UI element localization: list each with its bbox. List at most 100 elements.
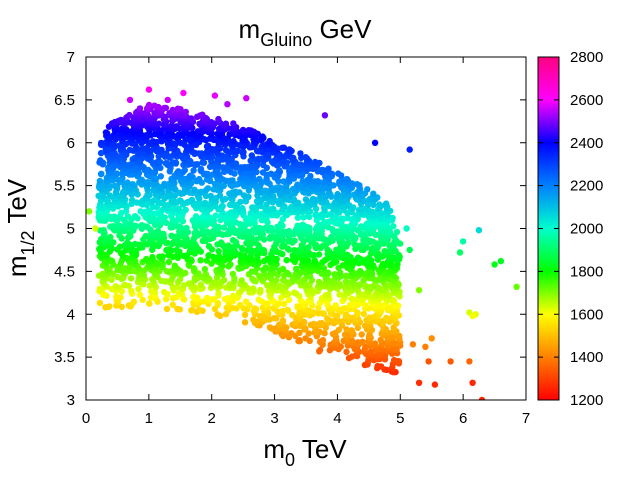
scan-point [343,311,350,318]
scan-point [276,184,283,191]
scan-point [345,239,352,246]
scan-point [321,330,328,337]
scan-point [305,244,312,251]
scan-point [149,276,156,283]
sparse-point [469,312,476,320]
scan-point [250,316,257,323]
scan-point [155,120,163,127]
scan-point [137,208,144,215]
scan-point [111,182,118,189]
scan-point [148,288,155,295]
sparse-point [145,86,153,93]
scan-point [158,146,165,153]
scan-point [342,223,350,231]
scan-point [262,264,269,271]
scan-point [106,303,113,310]
scan-point [201,199,209,207]
scan-point [258,155,265,162]
scan-point [281,300,288,308]
scan-point [251,305,259,312]
scan-point [327,210,335,218]
scan-point [161,288,168,296]
scan-point [170,197,177,204]
scan-point [204,142,212,149]
sparse-point [469,379,476,386]
scan-point [96,299,104,307]
scan-point [97,149,105,157]
scan-point [232,147,240,155]
scan-point [259,312,266,320]
scan-point [267,224,275,231]
scan-point [144,191,151,198]
scan-point [155,199,162,206]
y-tick-label: 3.5 [54,349,75,366]
scan-point [337,269,344,276]
scan-point [311,158,319,166]
scan-point [299,177,306,185]
scan-point [143,179,150,186]
scan-point [339,262,346,269]
sparse-point [478,396,486,400]
scan-point [201,233,208,240]
sparse-point [126,96,134,104]
scan-point [280,242,288,249]
scan-point [163,305,171,313]
scan-point [353,181,361,188]
scan-point [357,223,365,230]
scan-point [229,177,236,184]
scan-point [249,285,257,292]
scan-point [109,223,117,230]
chart-title: mGluino GeV [239,14,373,50]
scan-point [207,192,214,200]
scan-point [245,127,252,134]
colorbar-ticks: 1200 1400 1600 1800 2000 2200 2400 2600 2800 [538,49,603,409]
scan-point [238,244,245,252]
scan-point [121,281,129,288]
scan-point [96,177,104,185]
scan-point [205,243,213,250]
scan-point [216,192,224,199]
scan-point [156,158,164,166]
scan-point [113,170,121,177]
sparse-point [211,92,219,99]
scan-point [111,213,118,220]
scan-point [215,115,222,123]
scan-point [127,275,135,282]
scan-point [280,178,287,185]
scan-point [289,311,296,319]
scan-point [199,159,206,166]
scan-point [342,278,350,285]
scan-point [302,335,309,342]
scan-point [232,188,239,195]
scan-point [116,142,123,149]
scan-point [325,291,332,298]
scan-point [359,338,366,345]
scan-point [202,270,209,278]
scan-point [325,269,332,276]
scan-point [216,253,223,260]
scan-point [182,108,189,116]
scan-point [112,283,119,290]
scan-point [159,230,167,237]
scan-point [229,270,237,278]
scan-point [118,303,126,310]
sparse-point [415,379,423,386]
scan-point [286,146,293,153]
scan-point [210,135,217,142]
scan-point [237,198,244,206]
sparse-point [321,112,329,119]
scan-point [218,202,226,210]
scan-point [185,280,193,287]
scan-point [229,298,236,305]
scan-point [224,295,232,302]
scan-point [136,291,144,298]
scan-point [372,231,379,238]
scan-point [262,224,270,231]
scan-point [319,337,327,344]
scan-point [151,174,158,181]
scan-point [309,195,317,203]
scan-point [117,116,125,124]
scan-point [229,304,236,312]
scan-point [175,290,183,297]
